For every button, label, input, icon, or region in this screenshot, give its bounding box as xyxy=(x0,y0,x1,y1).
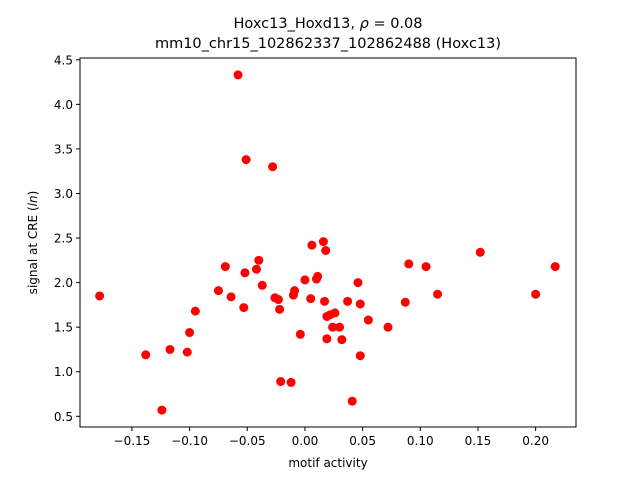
data-point xyxy=(273,295,283,305)
x-axis-ticks: −0.15 −0.10 −0.05 0.00 0.05 0.10 0.15 0.20 xyxy=(114,427,549,448)
y-tick-label: 3.0 xyxy=(54,187,73,201)
data-point xyxy=(363,315,373,325)
x-tick-label: −0.15 xyxy=(114,434,151,448)
data-point xyxy=(322,334,332,344)
data-point xyxy=(343,296,353,306)
y-tick-label: 2.0 xyxy=(54,276,73,290)
data-point xyxy=(286,377,296,387)
y-tick-label: 3.5 xyxy=(54,142,73,156)
data-point xyxy=(531,289,541,299)
y-axis-ticks: 0.5 1.0 1.5 2.0 2.5 3.0 3.5 4.0 4.5 xyxy=(54,53,80,424)
data-point xyxy=(190,306,200,316)
data-point xyxy=(185,328,195,338)
data-point xyxy=(157,405,167,415)
y-axis-label: signal at CRE (ln) xyxy=(26,191,40,295)
x-tick-label: −0.10 xyxy=(171,434,208,448)
data-point xyxy=(240,268,250,278)
plot-frame xyxy=(79,57,577,428)
data-point xyxy=(226,292,236,302)
data-point xyxy=(165,344,175,354)
data-point xyxy=(307,240,317,250)
data-point xyxy=(251,264,261,274)
data-point xyxy=(268,162,278,172)
x-tick-label: 0.05 xyxy=(349,434,376,448)
data-point xyxy=(257,280,267,290)
data-point xyxy=(95,291,105,301)
data-point xyxy=(182,347,192,357)
data-point xyxy=(220,262,230,272)
data-point xyxy=(239,303,249,313)
data-point xyxy=(290,286,300,296)
x-tick-label: 0.20 xyxy=(522,434,549,448)
data-point xyxy=(233,70,243,80)
data-point xyxy=(347,396,357,406)
data-points xyxy=(95,70,560,415)
x-tick-label: 0.15 xyxy=(465,434,492,448)
data-point xyxy=(241,155,251,165)
x-tick-label: 0.10 xyxy=(407,434,434,448)
data-point xyxy=(335,322,345,332)
data-point xyxy=(254,255,264,265)
data-point xyxy=(404,259,414,269)
y-tick-label: 1.5 xyxy=(54,321,73,335)
data-point xyxy=(320,296,330,306)
y-tick-label: 1.0 xyxy=(54,365,73,379)
data-point xyxy=(337,335,347,345)
data-point xyxy=(313,271,323,281)
chart-title-line1: Hoxc13_Hoxd13, ρ = 0.08 xyxy=(234,16,423,32)
data-point xyxy=(141,350,151,360)
data-point xyxy=(213,286,223,296)
data-point xyxy=(300,275,310,285)
data-point xyxy=(318,237,328,247)
data-point xyxy=(306,294,316,304)
x-axis-label: motif activity xyxy=(288,456,367,470)
data-point xyxy=(475,247,485,257)
data-point xyxy=(383,322,393,332)
chart-title-line2: mm10_chr15_102862337_102862488 (Hoxc13) xyxy=(155,36,501,52)
data-point xyxy=(276,377,286,387)
data-point xyxy=(355,299,365,309)
y-tick-label: 0.5 xyxy=(54,410,73,424)
data-point xyxy=(321,246,331,256)
y-tick-label: 4.0 xyxy=(54,98,73,112)
data-point xyxy=(433,289,443,299)
x-tick-label: 0.00 xyxy=(292,434,319,448)
data-point xyxy=(330,308,340,318)
data-point xyxy=(275,304,285,314)
data-point xyxy=(295,329,305,339)
data-point xyxy=(328,322,338,332)
data-point xyxy=(355,351,365,361)
y-tick-label: 4.5 xyxy=(54,53,73,67)
data-point xyxy=(550,262,560,272)
data-point xyxy=(421,262,431,272)
y-tick-label: 2.5 xyxy=(54,232,73,246)
x-tick-label: −0.05 xyxy=(229,434,266,448)
data-point xyxy=(353,278,363,288)
data-point xyxy=(400,297,410,307)
